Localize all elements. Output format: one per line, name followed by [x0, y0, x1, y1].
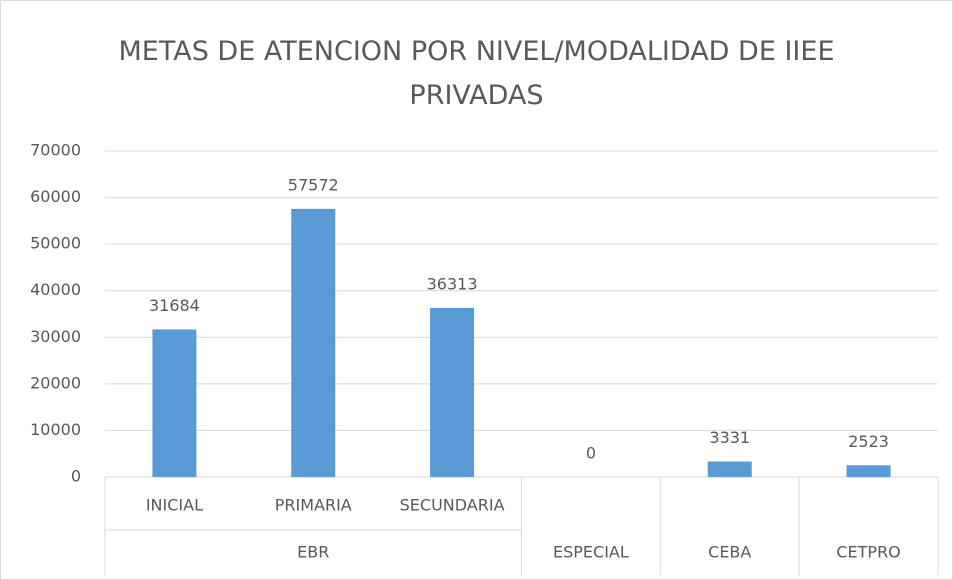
- data-label: 31684: [149, 296, 200, 315]
- y-tick-label: 70000: [30, 141, 81, 160]
- y-tick-label: 20000: [30, 373, 81, 392]
- data-label: 2523: [848, 432, 889, 451]
- x-tick-label: SECUNDARIA: [400, 496, 505, 515]
- x-tick-label: PRIMARIA: [275, 496, 352, 515]
- y-tick-label: 30000: [30, 327, 81, 346]
- bar: [707, 461, 752, 477]
- data-label: 36313: [427, 274, 478, 293]
- x-group-label: CEBA: [708, 543, 751, 562]
- x-tick-label: INICIAL: [146, 496, 203, 515]
- data-label: 0: [586, 444, 596, 463]
- bar: [152, 329, 197, 477]
- bar: [291, 208, 336, 477]
- x-group-label: EBR: [297, 543, 329, 562]
- bar: [430, 307, 475, 477]
- y-tick-label: 50000: [30, 234, 81, 253]
- x-group-label: CETPRO: [836, 543, 900, 562]
- y-tick-label: 10000: [30, 420, 81, 439]
- data-label: 57572: [288, 175, 339, 194]
- y-tick-label: 40000: [30, 280, 81, 299]
- data-label: 3331: [709, 428, 750, 447]
- bar: [846, 465, 891, 477]
- y-tick-label: 60000: [30, 187, 81, 206]
- chart-title: METAS DE ATENCION POR NIVEL/MODALIDAD DE…: [118, 36, 835, 111]
- x-group-label: ESPECIAL: [553, 543, 629, 562]
- y-tick-label: 0: [71, 467, 81, 486]
